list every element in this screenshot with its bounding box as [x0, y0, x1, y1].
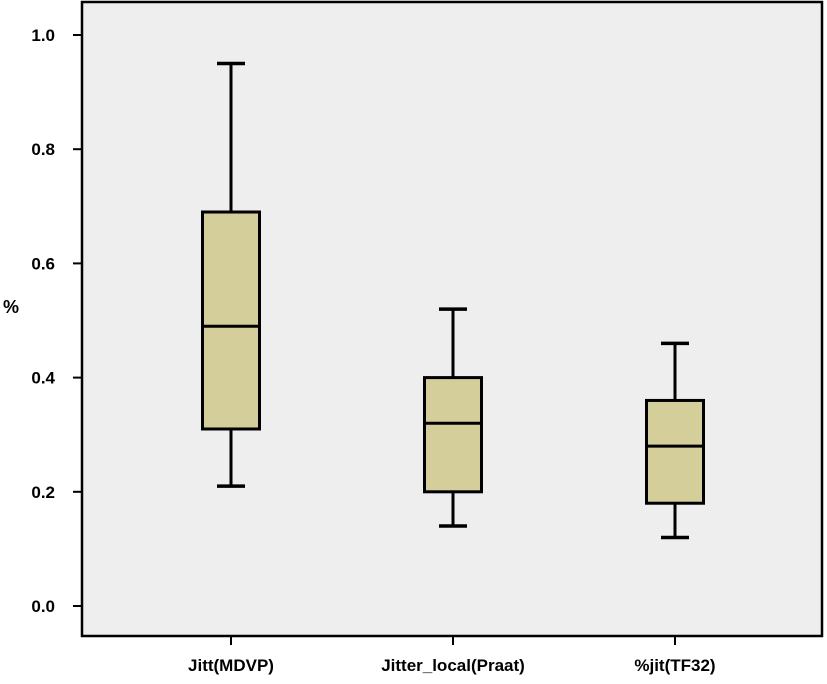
x-tick-label: Jitt(MDVP) [188, 656, 274, 675]
y-tick-label: 0.0 [31, 597, 55, 616]
x-axis: Jitt(MDVP) Jitter_local(Praat) %jit(TF32) [188, 636, 716, 675]
iqr-box [423, 376, 483, 494]
y-tick-label: 0.8 [31, 140, 55, 159]
box-group [201, 61, 261, 488]
x-tick-label: Jitter_local(Praat) [381, 656, 525, 675]
boxes [201, 61, 705, 540]
iqr-box [645, 398, 705, 505]
y-axis-label: % [3, 297, 19, 317]
y-tick-label: 1.0 [31, 26, 55, 45]
y-tick-label: 0.4 [31, 369, 55, 388]
iqr-box [201, 210, 261, 431]
y-axis: 0.0 0.2 0.4 0.6 0.8 1.0 [31, 26, 82, 616]
y-tick-label: 0.2 [31, 483, 55, 502]
x-tick-label: %jit(TF32) [634, 656, 715, 675]
box-group [645, 341, 705, 540]
y-tick-label: 0.6 [31, 254, 55, 273]
box-group [423, 307, 483, 528]
